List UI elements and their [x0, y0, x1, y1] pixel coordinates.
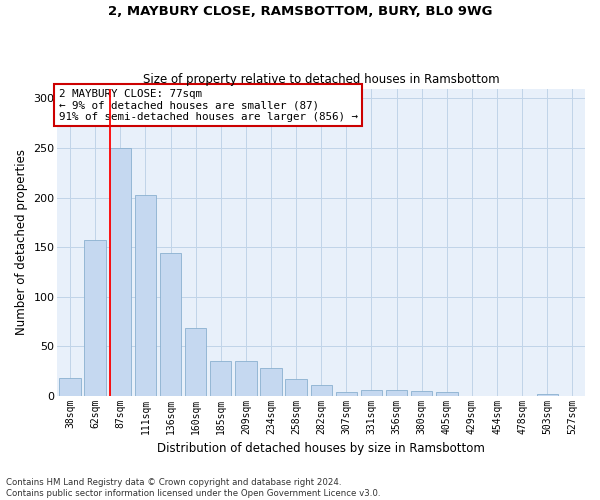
- Bar: [160, 253, 181, 396]
- Bar: [185, 328, 206, 396]
- Bar: [411, 390, 433, 396]
- Bar: [210, 361, 232, 396]
- Bar: [59, 378, 80, 396]
- Bar: [436, 392, 458, 396]
- Text: 2 MAYBURY CLOSE: 77sqm
← 9% of detached houses are smaller (87)
91% of semi-deta: 2 MAYBURY CLOSE: 77sqm ← 9% of detached …: [59, 88, 358, 122]
- Bar: [311, 384, 332, 396]
- Text: 2, MAYBURY CLOSE, RAMSBOTTOM, BURY, BL0 9WG: 2, MAYBURY CLOSE, RAMSBOTTOM, BURY, BL0 …: [108, 5, 492, 18]
- Bar: [85, 240, 106, 396]
- Bar: [536, 394, 558, 396]
- Text: Contains HM Land Registry data © Crown copyright and database right 2024.
Contai: Contains HM Land Registry data © Crown c…: [6, 478, 380, 498]
- Bar: [235, 361, 257, 396]
- Bar: [260, 368, 281, 396]
- Bar: [135, 194, 156, 396]
- Bar: [110, 148, 131, 396]
- Bar: [335, 392, 357, 396]
- Bar: [361, 390, 382, 396]
- Bar: [286, 379, 307, 396]
- X-axis label: Distribution of detached houses by size in Ramsbottom: Distribution of detached houses by size …: [157, 442, 485, 455]
- Y-axis label: Number of detached properties: Number of detached properties: [15, 149, 28, 335]
- Bar: [386, 390, 407, 396]
- Title: Size of property relative to detached houses in Ramsbottom: Size of property relative to detached ho…: [143, 73, 500, 86]
